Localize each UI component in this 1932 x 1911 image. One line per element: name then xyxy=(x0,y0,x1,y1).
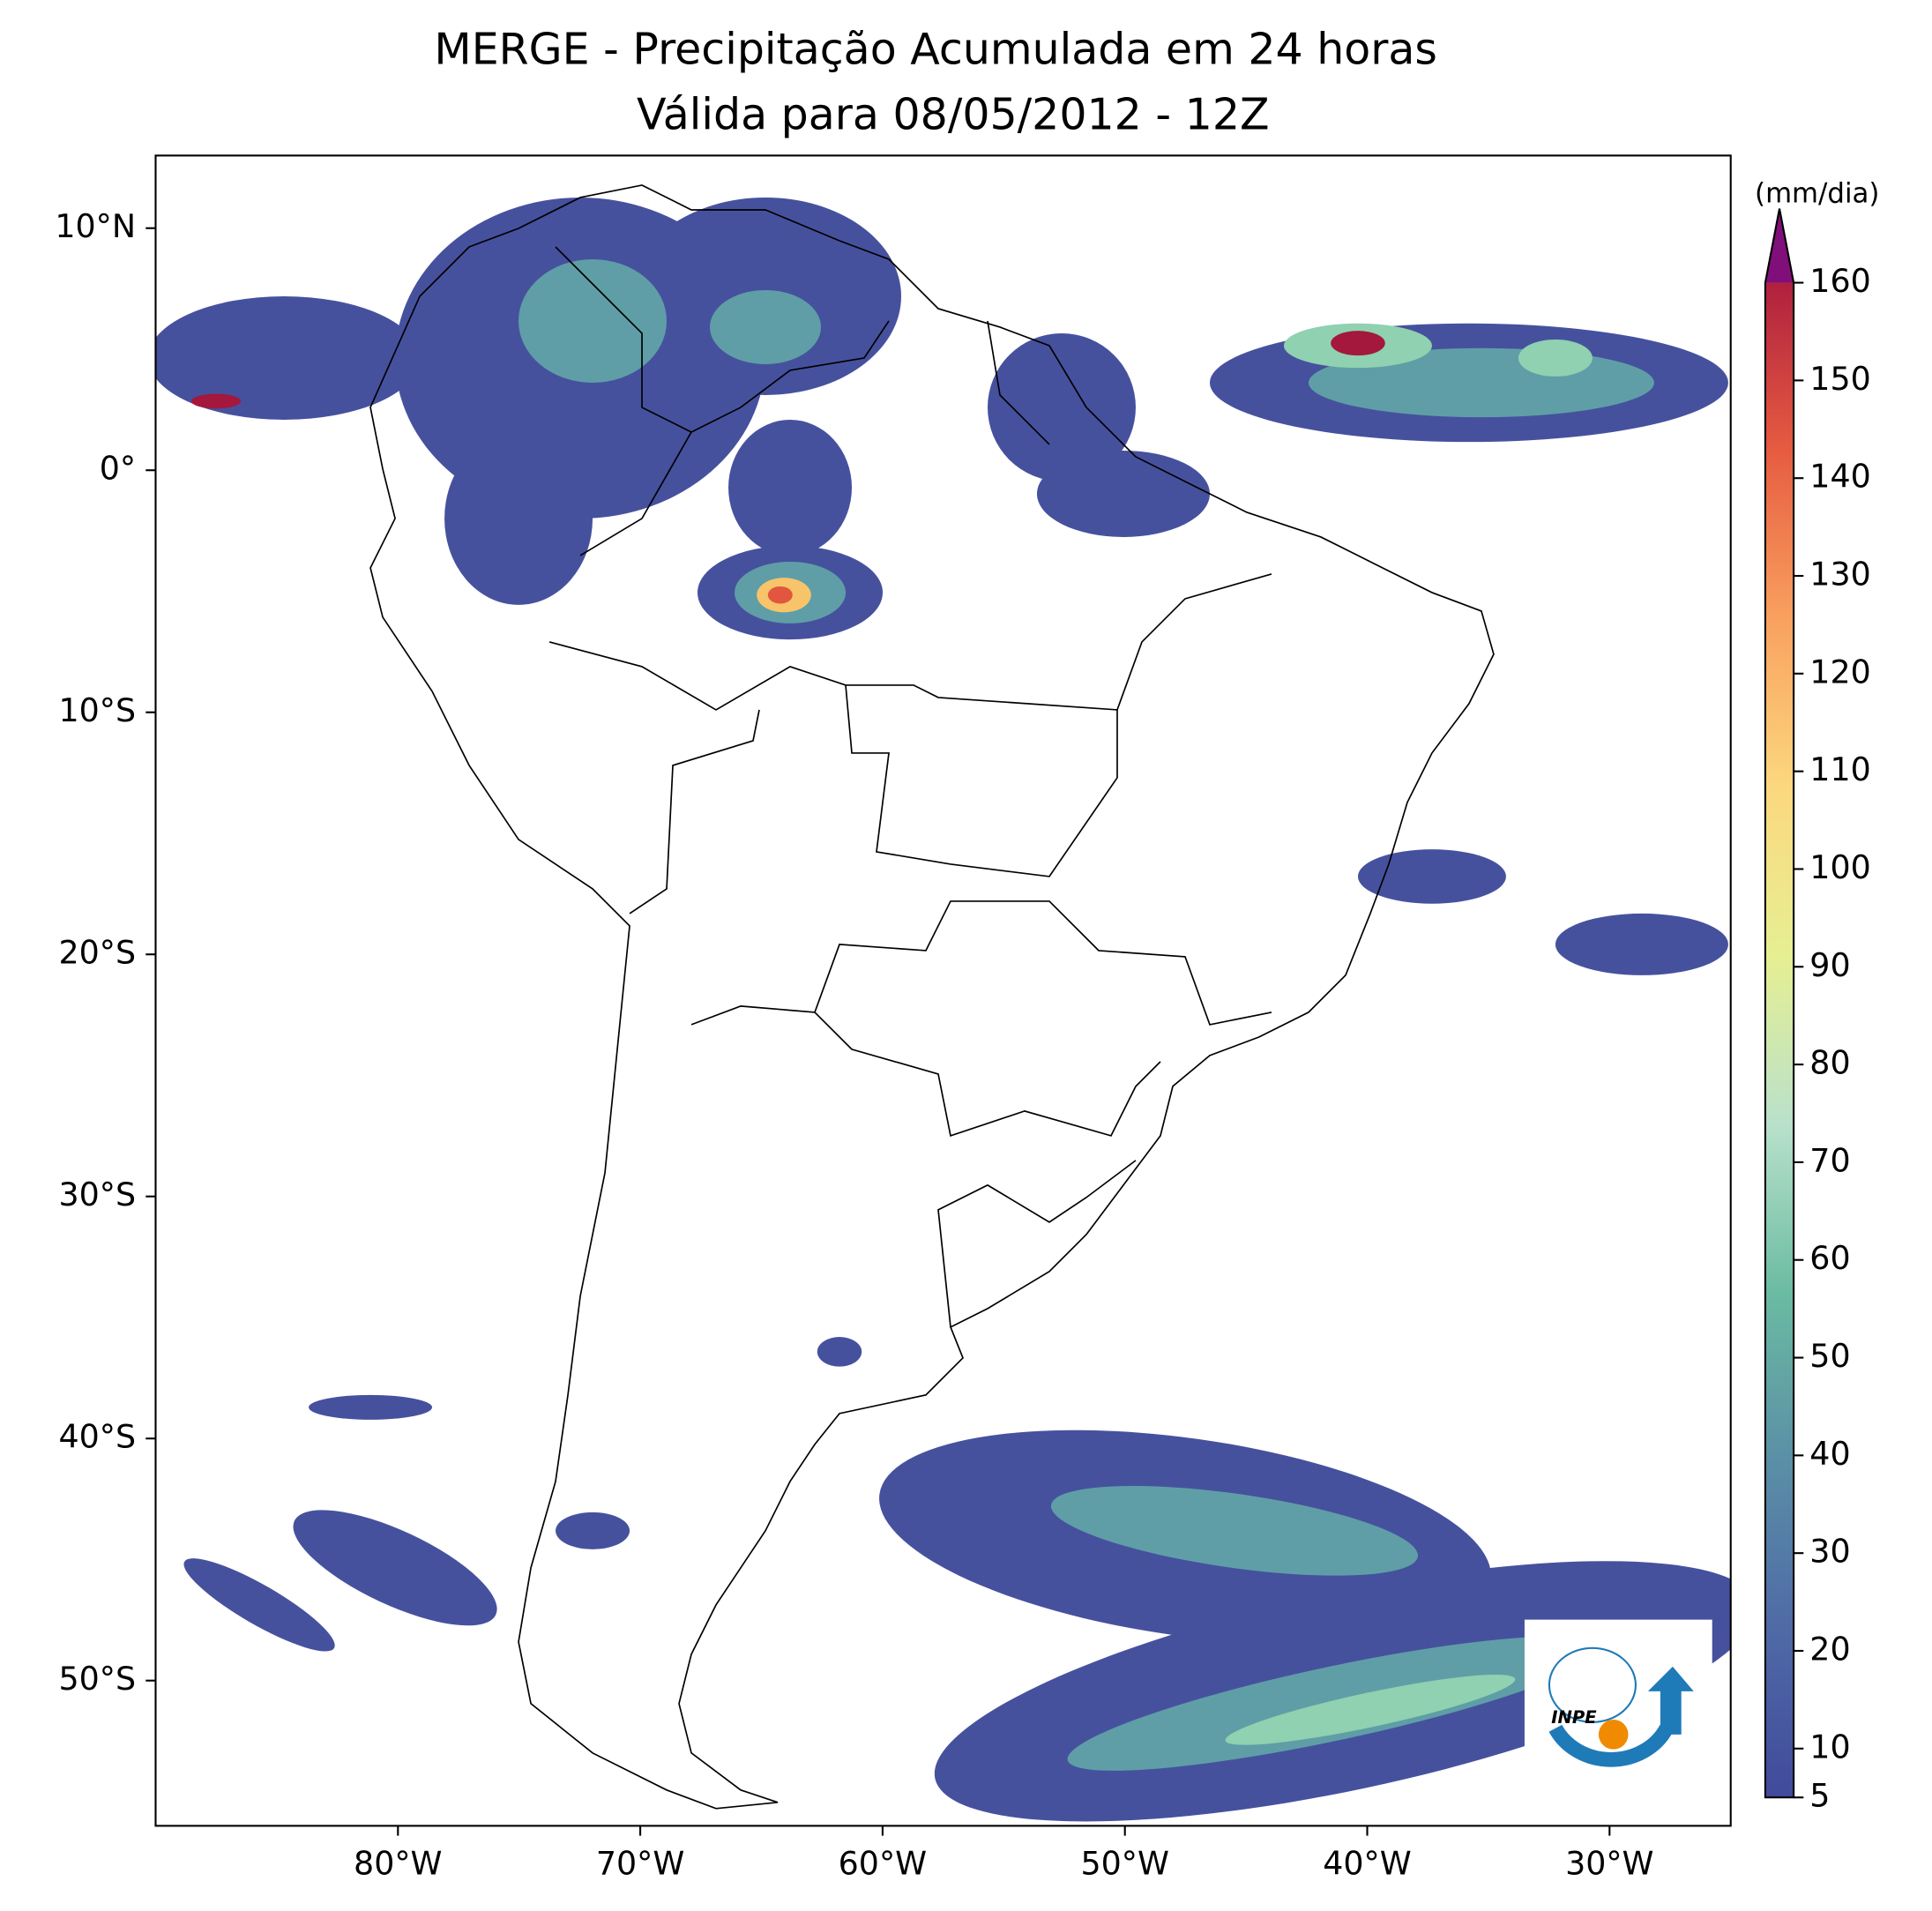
y-tick-label: 20°S xyxy=(59,934,137,972)
colorbar xyxy=(1764,282,1794,1798)
colorbar-frame xyxy=(1764,208,1795,1799)
x-tick-label: 60°W xyxy=(839,1845,927,1883)
x-tick-label: 40°W xyxy=(1323,1845,1411,1883)
rain-core xyxy=(767,586,793,604)
logo-arrow xyxy=(1647,1666,1694,1735)
colorbar-extend xyxy=(1764,208,1794,283)
colorbar-tick-label: 140 xyxy=(1809,458,1870,496)
coastlines xyxy=(369,184,1495,1810)
logo-arc xyxy=(1548,1724,1674,1767)
y-tick-label: 40°S xyxy=(59,1418,137,1456)
colorbar-tick-label: 130 xyxy=(1809,556,1870,593)
rain-core xyxy=(1331,331,1385,356)
title: MERGE - Precipitação Acumulada em 24 hor… xyxy=(434,24,1437,74)
colorbar-tick-label: 150 xyxy=(1809,360,1870,398)
precipitation-field xyxy=(155,197,1731,1822)
colorbar-tick-label: 5 xyxy=(1809,1777,1830,1815)
colorbar-tick-label: 80 xyxy=(1809,1044,1850,1082)
y-tick-label: 50°S xyxy=(59,1660,137,1698)
logo: INPE xyxy=(1524,1619,1712,1803)
colorbar-tick-label: 30 xyxy=(1809,1533,1850,1571)
logo-text: INPE xyxy=(1551,1707,1597,1728)
logo-orbit xyxy=(1548,1646,1637,1723)
rain-core xyxy=(191,393,242,409)
x-tick-label: 70°W xyxy=(596,1845,684,1883)
colorbar-tick-label: 50 xyxy=(1809,1337,1850,1375)
colorbar-tick-label: 70 xyxy=(1809,1141,1850,1179)
x-tick-label: 30°W xyxy=(1565,1845,1653,1883)
colorbar-tick-label: 20 xyxy=(1809,1630,1850,1668)
colorbar-tick-label: 100 xyxy=(1809,848,1870,886)
x-tick-label: 50°W xyxy=(1080,1845,1168,1883)
colorbar-tick-label: 60 xyxy=(1809,1239,1850,1277)
colorbar-label: (mm/dia) xyxy=(1755,178,1879,210)
y-tick-label: 30°S xyxy=(59,1176,137,1213)
colorbar-tick-label: 10 xyxy=(1809,1728,1850,1765)
subtitle: Válida para 08/05/2012 - 12Z xyxy=(637,89,1270,139)
x-tick-label: 80°W xyxy=(354,1845,442,1883)
y-tick-label: 10°S xyxy=(59,691,137,729)
colorbar-tick-label: 120 xyxy=(1809,653,1870,690)
colorbar-tick-label: 110 xyxy=(1809,750,1870,788)
colorbar-tick-label: 40 xyxy=(1809,1435,1850,1473)
y-tick-label: 0° xyxy=(100,450,136,488)
colorbar-tick-label: 90 xyxy=(1809,946,1850,984)
map-frame xyxy=(154,154,1732,1827)
y-tick-label: 10°N xyxy=(55,207,136,245)
colorbar-tick-label: 160 xyxy=(1809,262,1870,300)
logo-sun xyxy=(1598,1720,1629,1750)
